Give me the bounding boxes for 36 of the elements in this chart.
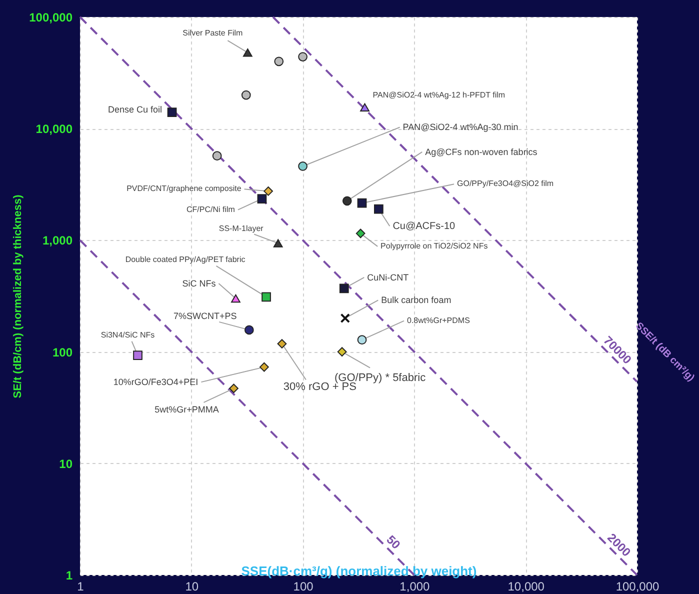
- y-tick-label: 100: [52, 345, 73, 360]
- series-label: (GO/PPy) * 5fabric: [334, 372, 426, 384]
- series-label: Silver Paste Film: [182, 28, 244, 38]
- text: Polypyrrole on TiO2/SiO2 NFs: [380, 241, 488, 250]
- series-label: PAN@SiO2-4 wt%Ag-12 h-PFDT film: [372, 90, 506, 100]
- text: SiC NFs: [182, 278, 216, 289]
- text: 0.8wt%Gr+PDMS: [407, 316, 470, 325]
- series-label: Cu@ACFs-10: [392, 221, 456, 232]
- text: 10%rGO/Fe3O4+PEI: [113, 377, 198, 388]
- x-tick-label: 1: [77, 580, 84, 594]
- text: 5wt%Gr+PMMA: [154, 404, 219, 414]
- y-tick-label: 1: [66, 568, 73, 582]
- text: Ag@CFs non-woven fabrics: [425, 146, 538, 157]
- y-tick-label: 100,000: [29, 10, 73, 24]
- text: 50: [384, 532, 404, 552]
- text: PAN@SiO2-4 wt%Ag-30 min: [402, 122, 518, 132]
- text: Si3N4/SiC NFs: [100, 330, 155, 340]
- y-tick-label: 10: [59, 456, 73, 471]
- series-label: 7%SWCNT+PS: [174, 310, 237, 321]
- x-tick-label: 10: [185, 580, 199, 594]
- text: CuNi-CNT: [367, 272, 410, 282]
- text: Bulk carbon foam: [381, 295, 452, 306]
- y-tick-label: 1,000: [42, 234, 73, 248]
- x-tick-label: 100,000: [616, 580, 660, 594]
- y-tick-label: 10,000: [36, 122, 73, 136]
- x-tick-label: 10,000: [508, 580, 545, 594]
- series-label: Dense Cu foil: [108, 104, 162, 114]
- text: PVDF/CNT/graphene composite: [126, 184, 242, 194]
- y-axis-title: SE/t (dB/cm) (normalized by thickness): [12, 194, 24, 398]
- text: GO/PPy/Fe3O4@SiO2 film: [457, 179, 554, 188]
- series-label: SS-M-1layer: [218, 224, 264, 234]
- text: Double coated PPy/Ag/PET fabric: [125, 254, 246, 264]
- text: CF/PC/Ni film: [186, 204, 236, 214]
- x-tick-label: 1,000: [400, 580, 430, 594]
- x-tick-label: 100: [293, 580, 314, 594]
- x-axis-title: SSE(dB·cm³/g) (normalized by weight): [241, 564, 477, 578]
